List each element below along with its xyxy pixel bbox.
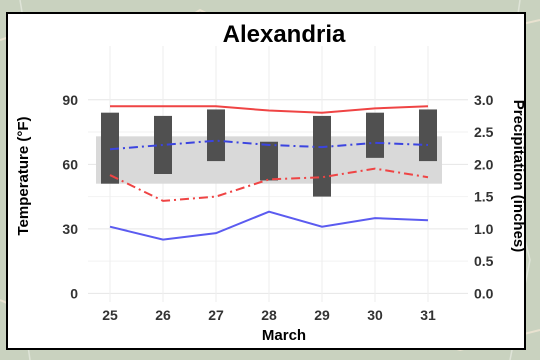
x-tick-label-25: 25 bbox=[102, 307, 118, 323]
x-tick-label-29: 29 bbox=[314, 307, 330, 323]
precip-bar-29 bbox=[313, 115, 331, 197]
temperature-line-0 bbox=[110, 105, 429, 114]
x-axis-title: March bbox=[262, 327, 306, 344]
x-tick-label-27: 27 bbox=[208, 307, 224, 323]
temperature-line-2 bbox=[109, 139, 429, 151]
chart-panel: Alexandria 0 30 60 90 0.0 0.5 1.0 1.5 2.0 2.5 3.0… bbox=[6, 12, 526, 350]
left-tick-label-60: 60 bbox=[62, 156, 78, 172]
precip-bar-31 bbox=[419, 109, 437, 162]
x-axis-ticks: 25 26 27 28 29 30 31 bbox=[102, 307, 436, 323]
x-tick-label-28: 28 bbox=[261, 307, 277, 323]
left-tick-label-90: 90 bbox=[62, 92, 78, 108]
left-axis-ticks: 0 30 60 90 bbox=[62, 92, 78, 302]
right-tick-label-3.0: 3.0 bbox=[474, 92, 494, 108]
x-tick-label-26: 26 bbox=[155, 307, 171, 323]
precip-bar-25 bbox=[101, 112, 119, 184]
precip-bar-30 bbox=[366, 112, 384, 158]
right-axis-title: Precipitation (inches) bbox=[510, 100, 524, 253]
right-tick-label-2.0: 2.0 bbox=[474, 156, 494, 172]
x-tick-label-31: 31 bbox=[420, 307, 436, 323]
left-tick-label-0: 0 bbox=[70, 285, 78, 301]
precip-bar-28 bbox=[260, 141, 278, 181]
left-tick-label-30: 30 bbox=[62, 221, 78, 237]
chart-title: Alexandria bbox=[223, 21, 346, 48]
right-tick-label-1.5: 1.5 bbox=[474, 189, 494, 205]
right-tick-label-0.0: 0.0 bbox=[474, 285, 494, 301]
precip-bar-27 bbox=[207, 109, 225, 162]
x-tick-label-30: 30 bbox=[367, 307, 383, 323]
right-tick-label-1.0: 1.0 bbox=[474, 221, 494, 237]
temperature-precipitation-chart: Alexandria 0 30 60 90 0.0 0.5 1.0 1.5 2.0 2.5 3.0… bbox=[15, 21, 524, 344]
right-tick-label-0.5: 0.5 bbox=[474, 253, 494, 269]
temperature-lines bbox=[109, 105, 429, 241]
temperature-line-1 bbox=[109, 167, 429, 202]
right-axis-ticks: 0.0 0.5 1.0 1.5 2.0 2.5 3.0 bbox=[474, 92, 494, 302]
left-axis-title: Temperature (°F) bbox=[15, 116, 32, 235]
right-tick-label-2.5: 2.5 bbox=[474, 124, 494, 140]
precip-bar-26 bbox=[154, 115, 172, 174]
temperature-line-3 bbox=[109, 210, 429, 241]
